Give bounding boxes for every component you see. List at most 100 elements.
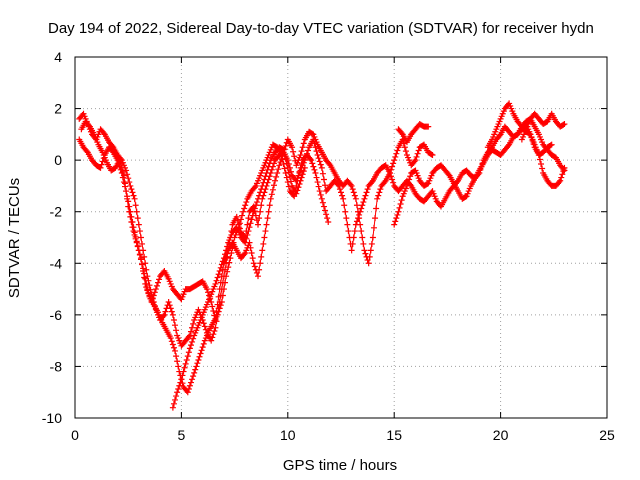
data-point	[462, 193, 469, 200]
data-point	[367, 247, 374, 254]
data-point	[360, 199, 367, 206]
data-point	[411, 158, 418, 165]
data-point	[342, 208, 349, 215]
data-point	[175, 385, 182, 392]
data-point	[253, 269, 260, 276]
data-point	[218, 298, 225, 305]
data-point	[358, 205, 365, 212]
data-point	[290, 191, 297, 198]
series-track-2	[76, 128, 436, 324]
data-point	[136, 251, 143, 258]
data-point	[166, 302, 173, 309]
data-point	[297, 151, 304, 158]
data-point	[169, 404, 176, 411]
data-point	[341, 202, 348, 209]
data-point	[453, 179, 460, 186]
data-point	[201, 323, 208, 330]
data-point	[83, 148, 90, 155]
x-tick-label: 25	[599, 427, 615, 443]
data-point	[260, 179, 267, 186]
data-point	[139, 261, 146, 268]
data-point	[547, 142, 554, 149]
data-point	[241, 205, 248, 212]
data-point	[222, 251, 229, 258]
data-point	[322, 207, 329, 214]
data-point	[187, 328, 194, 335]
data-point	[352, 195, 359, 202]
data-point	[133, 239, 140, 246]
data-point	[228, 249, 235, 256]
data-point	[350, 189, 357, 196]
data-point	[226, 259, 233, 266]
data-point	[165, 298, 172, 305]
y-tick-label: -8	[50, 358, 63, 374]
data-point	[124, 171, 131, 178]
x-tick-label: 20	[493, 427, 509, 443]
data-point	[169, 311, 176, 318]
data-point	[281, 165, 288, 172]
data-point	[374, 195, 381, 202]
data-point	[205, 289, 211, 296]
data-point	[136, 228, 143, 235]
data-point	[194, 360, 201, 367]
data-point	[413, 153, 420, 160]
data-point	[285, 183, 292, 190]
data-point	[175, 363, 182, 370]
data-point	[167, 335, 174, 342]
data-point	[129, 189, 136, 196]
data-point	[349, 186, 356, 193]
data-point	[255, 273, 262, 280]
data-point	[182, 360, 189, 367]
data-point	[278, 151, 285, 158]
data-point	[279, 156, 286, 163]
data-point	[197, 350, 204, 357]
data-point	[214, 311, 221, 318]
data-point	[282, 155, 289, 162]
data-point	[253, 199, 260, 206]
data-point	[189, 324, 196, 331]
y-tick-label: -4	[50, 255, 63, 271]
data-point	[126, 179, 133, 186]
data-point	[299, 171, 306, 178]
data-point	[348, 182, 355, 189]
data-point	[317, 161, 324, 168]
data-point	[260, 240, 267, 247]
data-point	[259, 247, 266, 254]
data-point	[372, 215, 379, 222]
data-point	[270, 182, 277, 189]
data-point	[295, 184, 302, 191]
data-point	[347, 181, 354, 188]
data-point	[272, 177, 279, 184]
data-point	[214, 274, 221, 281]
data-point	[116, 157, 123, 164]
data-point	[179, 372, 186, 379]
data-point	[132, 202, 139, 209]
data-point	[239, 212, 246, 219]
data-point	[100, 130, 107, 137]
data-point	[139, 240, 146, 247]
series-track-4	[169, 144, 308, 411]
data-point	[282, 170, 289, 177]
data-point	[127, 213, 134, 220]
data-point	[559, 171, 566, 178]
data-point	[393, 150, 400, 157]
data-point	[202, 326, 209, 333]
data-point	[246, 224, 253, 231]
data-point	[394, 147, 401, 154]
data-point	[150, 292, 157, 299]
data-point	[381, 179, 388, 186]
data-point	[190, 320, 197, 327]
data-point	[192, 366, 199, 373]
data-point	[261, 176, 268, 183]
x-tick-label: 10	[280, 427, 296, 443]
data-point	[185, 349, 192, 356]
data-point	[255, 221, 262, 228]
data-point	[269, 186, 276, 193]
data-point	[539, 165, 546, 172]
data-point	[183, 356, 190, 363]
data-point	[172, 347, 179, 354]
data-point	[353, 202, 360, 209]
data-point	[252, 202, 259, 209]
data-point	[244, 231, 251, 238]
data-point	[296, 168, 303, 175]
